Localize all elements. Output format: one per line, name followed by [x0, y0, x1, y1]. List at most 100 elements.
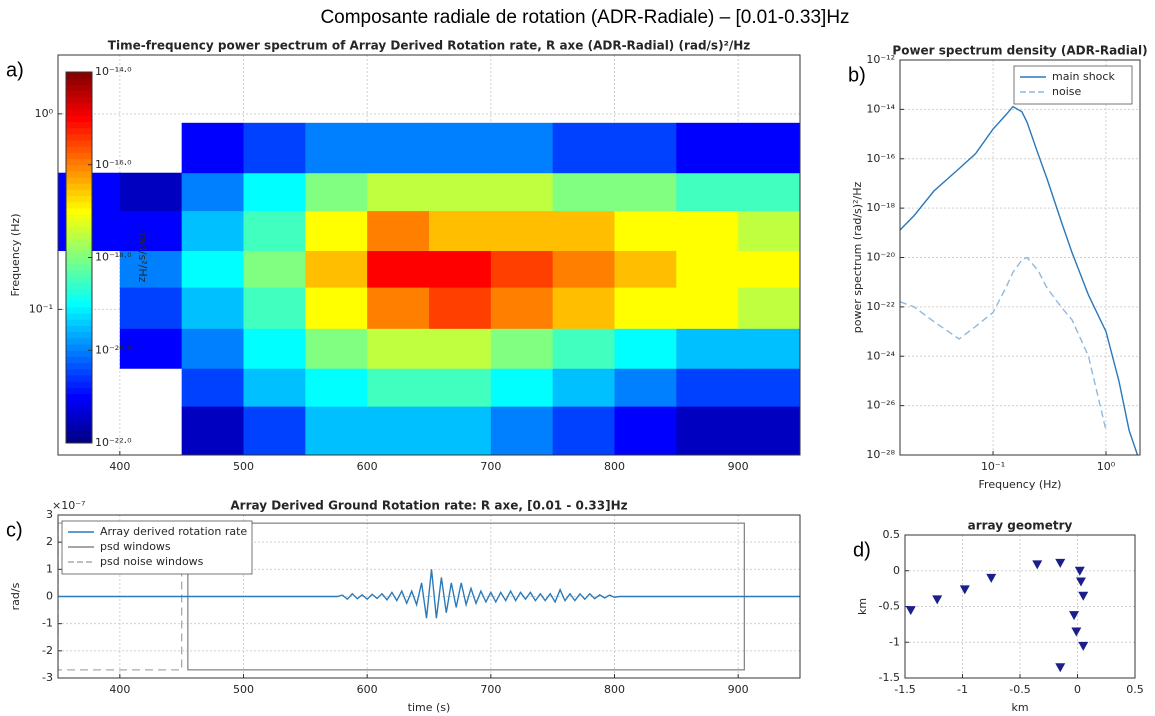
- y-axis-label: km: [856, 598, 869, 615]
- y-axis-label: Frequency (Hz): [9, 214, 22, 297]
- heatmap-cell: [490, 328, 554, 369]
- colorbar-step: [66, 350, 92, 357]
- heatmap-cell: [181, 328, 244, 369]
- colorbar-step: [66, 170, 92, 178]
- x-tick-label: 500: [233, 683, 254, 696]
- heatmap-cell: [738, 172, 800, 212]
- heatmap-cell: [243, 122, 306, 174]
- colorbar-label: rad/s²/Hz: [136, 233, 149, 283]
- heatmap-cell: [367, 328, 430, 369]
- heatmap-cell: [181, 122, 244, 174]
- station-marker: [959, 585, 970, 595]
- heatmap-cell: [676, 328, 739, 369]
- plot-area: [905, 535, 1135, 678]
- heatmap-cell: [243, 328, 306, 369]
- colorbar-step: [66, 183, 92, 190]
- station-marker: [1069, 611, 1080, 621]
- heatmap-cell: [243, 210, 306, 252]
- panel-label: c): [6, 519, 23, 541]
- x-tick-label: 10⁰: [1097, 460, 1116, 473]
- heatmap-cell: [490, 287, 554, 329]
- colorbar-step: [66, 140, 92, 147]
- colorbar-step: [66, 146, 92, 153]
- subplot-title: Time-frequency power spectrum of Array D…: [108, 39, 750, 53]
- heatmap-cell: [305, 172, 368, 212]
- heatmap-cell: [429, 368, 492, 407]
- y-axis-label: power spectrum (rad/s)²/Hz: [851, 182, 864, 334]
- x-tick-label: 500: [233, 460, 254, 473]
- colorbar-step: [66, 263, 92, 271]
- heatmap-cell: [367, 210, 430, 252]
- heatmap-cell: [738, 406, 800, 455]
- heatmap-cell: [552, 172, 615, 212]
- y-tick-label: -0.5: [879, 600, 900, 613]
- x-tick-label: 600: [357, 683, 378, 696]
- x-axis-label: km: [1011, 701, 1028, 714]
- colorbar-step: [66, 319, 92, 327]
- figure-title: Composante radiale de rotation (ADR-Radi…: [320, 7, 849, 28]
- heatmap-cell: [305, 250, 368, 288]
- heatmap-cell: [490, 368, 554, 407]
- heatmap-cell: [614, 172, 677, 212]
- colorbar-step: [66, 208, 92, 215]
- heatmap-cell: [552, 122, 615, 174]
- panel-label: d): [853, 539, 871, 561]
- heatmap-cell: [676, 250, 739, 288]
- heatmap-cell: [738, 328, 800, 369]
- heatmap-cell: [429, 210, 492, 252]
- colorbar-step: [66, 214, 92, 221]
- colorbar-tick-label: 10⁻²²·⁰: [95, 436, 132, 449]
- heatmap-cell: [367, 172, 430, 212]
- heatmap-cell: [490, 210, 554, 252]
- y-tick-label: 1: [46, 562, 53, 575]
- colorbar-step: [66, 381, 92, 388]
- y-tick-label: 10⁻¹⁴: [866, 102, 895, 115]
- heatmap-cell: [614, 287, 677, 329]
- heatmap-cell: [614, 406, 677, 455]
- heatmap-cell: [367, 122, 430, 174]
- heatmap-cell: [676, 287, 739, 329]
- colorbar-step: [66, 72, 92, 79]
- heatmap-cell: [738, 250, 800, 288]
- y-tick-label: -1: [889, 635, 900, 648]
- colorbar-step: [66, 238, 92, 246]
- y-tick-label: 0: [893, 564, 900, 577]
- heatmap-cell: [367, 250, 430, 288]
- station-marker: [1078, 591, 1089, 601]
- heatmap-cell: [552, 328, 615, 369]
- x-tick-label: 600: [357, 460, 378, 473]
- station-marker: [1074, 566, 1085, 576]
- axes-frame: [904, 534, 1136, 679]
- heatmap-cell: [305, 122, 368, 174]
- colorbar-step: [66, 418, 92, 425]
- station-marker: [1055, 558, 1066, 568]
- plot-marks: [905, 558, 1089, 673]
- heatmap-cell: [243, 368, 306, 407]
- colorbar-step: [66, 387, 92, 395]
- legend-label: main shock: [1052, 70, 1115, 83]
- colorbar-step: [66, 152, 92, 160]
- plot-marks: [900, 105, 1139, 455]
- colorbar-step: [66, 164, 92, 172]
- heatmap-cell: [429, 250, 492, 288]
- heatmap-cell: [181, 210, 244, 252]
- heatmap-cell: [243, 287, 306, 329]
- colorbar-step: [66, 232, 92, 240]
- y-tick-label: 0: [46, 590, 53, 603]
- y-tick-label: 10⁻²²: [866, 300, 895, 313]
- heatmap-cell: [181, 172, 244, 212]
- y-tick-label: -1.5: [879, 671, 900, 684]
- axes-frame: [57, 514, 801, 679]
- colorbar-step: [66, 331, 92, 339]
- legend-box: [1013, 65, 1133, 105]
- x-axis-label: time (s): [408, 701, 451, 714]
- colorbar-step: [66, 84, 92, 92]
- heatmap-cell: [119, 328, 183, 369]
- heatmap-cell: [552, 406, 615, 455]
- axes-frame: [899, 59, 1141, 456]
- y-tick-label: 10⁻¹⁶: [866, 152, 895, 165]
- y-tick-label: 10⁰: [35, 107, 54, 120]
- heatmap-cell: [181, 287, 244, 329]
- heatmap-cell: [676, 368, 739, 407]
